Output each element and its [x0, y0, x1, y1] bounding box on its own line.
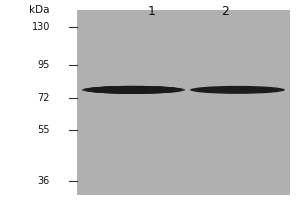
Text: 72: 72	[38, 93, 50, 103]
Ellipse shape	[86, 86, 181, 93]
Ellipse shape	[85, 86, 182, 94]
Text: kDa: kDa	[29, 5, 50, 15]
Ellipse shape	[83, 87, 184, 93]
Ellipse shape	[82, 87, 185, 93]
Bar	[77, 10, 290, 195]
Text: 2: 2	[221, 5, 229, 18]
Ellipse shape	[82, 86, 185, 94]
Text: 95: 95	[38, 60, 50, 70]
Ellipse shape	[190, 86, 285, 94]
Ellipse shape	[89, 87, 178, 92]
Ellipse shape	[84, 86, 183, 94]
Ellipse shape	[87, 87, 180, 93]
Ellipse shape	[89, 87, 178, 93]
Ellipse shape	[90, 88, 177, 92]
Text: 1: 1	[148, 5, 156, 18]
Text: 55: 55	[38, 125, 50, 135]
Ellipse shape	[88, 87, 179, 93]
Text: 130: 130	[32, 22, 50, 32]
Ellipse shape	[83, 86, 184, 93]
Ellipse shape	[86, 86, 181, 94]
Text: 36: 36	[38, 176, 50, 186]
